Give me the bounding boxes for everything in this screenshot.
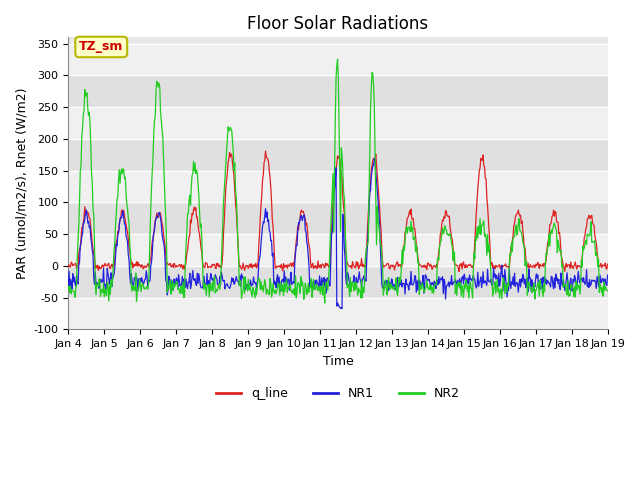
Bar bbox=[68, 107, 607, 139]
Bar bbox=[68, 234, 607, 266]
Bar bbox=[68, 298, 607, 329]
Legend: q_line, NR1, NR2: q_line, NR1, NR2 bbox=[211, 382, 465, 405]
Text: TZ_sm: TZ_sm bbox=[79, 40, 124, 53]
Bar bbox=[68, 266, 607, 298]
Bar bbox=[68, 139, 607, 171]
Bar bbox=[68, 171, 607, 203]
Bar bbox=[68, 75, 607, 107]
Bar bbox=[68, 44, 607, 75]
Y-axis label: PAR (umol/m2/s), Rnet (W/m2): PAR (umol/m2/s), Rnet (W/m2) bbox=[15, 87, 28, 279]
Title: Floor Solar Radiations: Floor Solar Radiations bbox=[247, 15, 429, 33]
X-axis label: Time: Time bbox=[323, 355, 353, 368]
Bar bbox=[68, 203, 607, 234]
